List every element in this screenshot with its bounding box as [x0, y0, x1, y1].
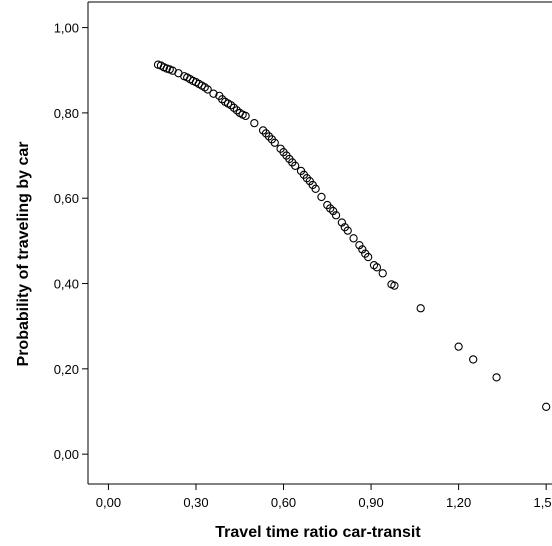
- y-axis-title: Probability of traveling by car: [15, 142, 32, 367]
- data-point: [261, 129, 271, 138]
- y-tick-label: 0,40: [54, 277, 79, 292]
- data-point: [355, 240, 364, 250]
- data-point: [226, 101, 236, 110]
- data-point: [337, 218, 347, 227]
- data-point: [378, 269, 387, 278]
- data-point: [492, 373, 501, 382]
- data-point: [302, 174, 312, 183]
- data-point: [291, 161, 300, 170]
- data-point: [343, 226, 352, 235]
- data-point: [270, 138, 279, 147]
- data-points: [153, 60, 551, 411]
- data-point: [258, 126, 268, 135]
- plot-frame: [87, 1, 552, 485]
- data-point: [203, 85, 212, 94]
- y-tick-label: 0,00: [54, 447, 79, 462]
- x-tick-label: 0,60: [271, 495, 296, 510]
- data-point: [542, 402, 551, 411]
- x-tick-label: 1,20: [446, 495, 471, 510]
- x-tick-label: 0,00: [96, 495, 121, 510]
- x-tick-label: 1,50: [534, 495, 552, 510]
- data-point: [349, 234, 358, 243]
- data-point: [209, 89, 218, 98]
- data-point: [218, 95, 227, 104]
- data-point: [358, 245, 367, 254]
- data-point: [390, 281, 399, 290]
- y-axis: 0,00 0,20 0,40 0,60 0,80 1,00: [54, 21, 88, 462]
- x-tick-label: 0,30: [183, 495, 208, 510]
- data-point: [317, 192, 326, 202]
- data-point: [264, 132, 274, 141]
- y-tick-label: 0,80: [54, 106, 79, 121]
- data-point: [250, 118, 259, 128]
- data-point: [229, 103, 239, 112]
- y-tick-label: 0,60: [54, 191, 79, 206]
- data-point: [416, 304, 425, 313]
- data-point: [372, 263, 382, 272]
- data-point: [232, 106, 241, 115]
- data-point: [326, 204, 335, 213]
- data-point: [331, 211, 341, 220]
- data-point: [241, 111, 250, 121]
- x-tick-label: 0,90: [358, 495, 383, 510]
- data-point: [469, 355, 478, 364]
- data-point: [311, 184, 320, 193]
- x-axis-title: Travel time ratio car-transit: [215, 524, 421, 541]
- data-point: [364, 252, 373, 262]
- y-tick-label: 0,20: [54, 362, 79, 377]
- y-tick-label: 1,00: [54, 21, 79, 36]
- data-point: [454, 342, 463, 351]
- data-point: [328, 206, 338, 216]
- x-axis: 0,00 0,30 0,60 0,90 1,20 1,50: [96, 484, 552, 510]
